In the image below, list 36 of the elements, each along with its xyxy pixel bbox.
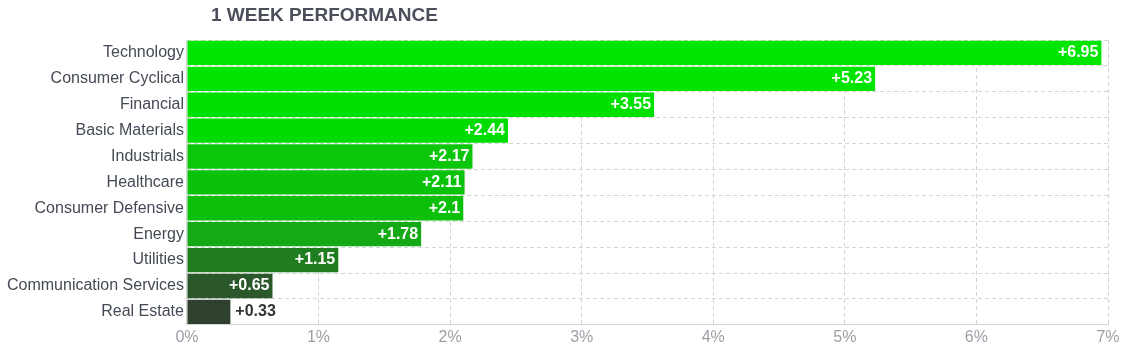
data-label: +2.17	[428, 146, 470, 164]
data-label: +0.33	[235, 302, 276, 320]
y-tick-label: Healthcare	[106, 172, 185, 190]
y-tick-label: Communication Services	[7, 276, 184, 294]
y-tick-label: Energy	[133, 224, 184, 242]
x-tick-label: 1%	[306, 327, 331, 345]
chart-title: 1 WEEK PERFORMANCE	[211, 4, 438, 26]
x-tick-label: 2%	[438, 327, 462, 345]
y-tick-label: Financial	[119, 95, 184, 113]
bar	[187, 247, 339, 273]
x-tick-label: 3%	[570, 327, 594, 345]
data-label: +1.15	[294, 250, 336, 268]
bar	[187, 66, 876, 92]
x-tick-label: 6%	[964, 327, 988, 345]
x-tick-label: 7%	[1096, 327, 1120, 345]
data-label: +3.55	[610, 95, 652, 113]
x-tick-label: 5%	[833, 327, 857, 345]
y-tick-label: Basic Materials	[75, 121, 184, 139]
data-label: +2.11	[421, 172, 462, 190]
data-label: +2.1	[428, 198, 461, 216]
y-tick-label: Consumer Cyclical	[50, 69, 184, 87]
y-tick-label: Consumer Defensive	[34, 198, 185, 216]
data-label: +5.23	[831, 69, 873, 87]
y-tick-label: Utilities	[132, 250, 184, 268]
data-label: +6.95	[1057, 43, 1099, 61]
y-tick-label: Technology	[103, 43, 184, 61]
data-label: +0.65	[228, 276, 270, 294]
bar	[187, 222, 422, 247]
data-label: +1.78	[377, 224, 419, 242]
bar	[187, 299, 231, 325]
y-tick-label: Industrials	[111, 146, 184, 164]
x-tick-label: 0%	[175, 327, 199, 345]
data-label: +2.44	[464, 121, 506, 139]
x-tick-label: 4%	[701, 327, 725, 345]
y-tick-label: Real Estate	[101, 302, 185, 320]
bar	[187, 40, 1102, 66]
